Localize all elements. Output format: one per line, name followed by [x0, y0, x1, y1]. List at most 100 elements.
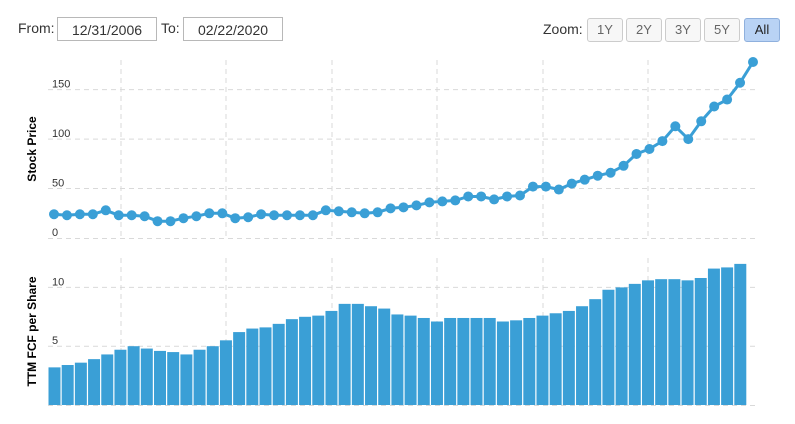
fcf-bar-47	[668, 279, 681, 405]
to-label: To:	[161, 20, 180, 36]
fcf-bar-9	[167, 352, 180, 405]
stock-price-point-38	[540, 181, 551, 192]
fcf-bar-45	[641, 280, 654, 405]
stock-price-point-28	[411, 200, 422, 211]
fcf-bar-39	[562, 310, 575, 405]
stock-price-point-9	[165, 216, 176, 227]
zoom-1y-button[interactable]: 1Y	[587, 18, 623, 42]
fcf-bar-6	[127, 346, 140, 405]
stock-price-point-18	[282, 210, 292, 221]
stock-price-point-33	[476, 191, 487, 202]
stock-price-point-27	[398, 202, 409, 213]
fcf-bar-7	[140, 348, 153, 405]
stock-price-point-31	[450, 195, 461, 206]
stock-price-point-46	[644, 144, 655, 154]
fcf-bar-50	[707, 268, 720, 405]
fcf-bar-8	[154, 350, 166, 405]
fcf-bar-20	[312, 315, 325, 405]
stock-price-point-8	[152, 216, 163, 227]
stock-price-point-24	[359, 208, 370, 219]
fcf-bar-5	[114, 349, 127, 405]
zoom-2y-button[interactable]: 2Y	[626, 18, 662, 42]
stock-price-point-36	[515, 190, 525, 201]
stock-price-point-54	[748, 56, 758, 67]
from-date-input[interactable]: 12/31/2006	[57, 17, 157, 41]
chart0-ytick-label: 100	[52, 128, 70, 140]
stock-price-point-43	[605, 167, 616, 178]
fcf-bar-33	[483, 317, 496, 405]
fcf-bar-14	[233, 332, 246, 405]
fcf-bar-27	[404, 315, 417, 405]
fcf-bar-23	[351, 303, 364, 405]
chart1-ytick-label: 5	[52, 335, 58, 347]
fcf-bar-2	[74, 362, 87, 405]
stock-price-point-40	[566, 178, 577, 189]
fcf-bar-12	[206, 346, 219, 405]
stock-price-point-2	[74, 209, 85, 220]
fcf-bar-48	[681, 280, 694, 405]
stock-price-point-1	[61, 210, 72, 221]
stock-price-point-6	[126, 210, 137, 221]
fcf-bar-42	[602, 289, 615, 405]
fcf-bar-16	[259, 327, 272, 405]
fcf-bar-31	[457, 317, 470, 405]
stock-price-point-14	[230, 213, 241, 224]
stock-price-point-42	[592, 170, 603, 181]
fcf-bar-19	[299, 316, 312, 405]
fcf-bar-15	[246, 328, 259, 405]
fcf-bar-35	[510, 320, 523, 405]
stock-price-point-53	[735, 77, 746, 88]
fcf-bar-36	[523, 317, 536, 405]
fcf-bar-51	[721, 267, 734, 405]
fcf-bar-18	[285, 319, 298, 405]
fcf-bar-52	[734, 263, 747, 405]
fcf-bar-49	[694, 277, 707, 405]
stock-price-point-23	[346, 207, 357, 218]
zoom-3y-button[interactable]: 3Y	[665, 18, 701, 42]
toolbar: From: 12/31/2006 To: 02/22/2020 Zoom: 1Y…	[0, 0, 795, 50]
fcf-bar-34	[496, 321, 509, 405]
stock-price-point-7	[139, 211, 150, 222]
stock-price-point-25	[372, 207, 383, 218]
stock-price-point-47	[657, 136, 668, 147]
fcf-bar-43	[615, 287, 628, 405]
fcf-bar-29	[430, 321, 443, 405]
chart0-ytick-label: 0	[52, 227, 58, 239]
fcf-bar-28	[417, 317, 430, 405]
fcf-bar-17	[272, 323, 285, 405]
stock-price-point-0	[49, 209, 59, 220]
stock-price-point-34	[489, 194, 500, 205]
stock-price-point-15	[243, 212, 254, 223]
fcf-bar-40	[576, 306, 589, 405]
to-date-input[interactable]: 02/22/2020	[183, 17, 283, 41]
chart0-y-axis-title: Stock Price	[25, 116, 39, 182]
fcf-bar-11	[193, 349, 206, 405]
fcf-bar-38	[549, 313, 562, 405]
stock-price-point-29	[424, 197, 435, 208]
stock-price-point-41	[579, 174, 590, 185]
fcf-bar-21	[325, 310, 338, 405]
chart1-y-axis-title: TTM FCF per Share	[25, 276, 39, 386]
stock-price-point-52	[722, 94, 733, 105]
stock-price-point-10	[178, 213, 189, 224]
fcf-bar-41	[589, 299, 602, 405]
fcf-bar-25	[378, 308, 391, 405]
fcf-bar-3	[88, 359, 101, 405]
stock-price-point-48	[670, 121, 681, 132]
zoom-all-button[interactable]: All	[744, 18, 780, 42]
fcf-bar-4	[101, 354, 114, 405]
stock-price-point-32	[463, 191, 474, 202]
fcf-bar-30	[444, 317, 457, 405]
fcf-bar-0	[48, 367, 61, 405]
zoom-label: Zoom:	[543, 21, 583, 37]
fcf-bar-44	[628, 283, 641, 405]
stock-price-point-50	[696, 116, 707, 127]
stock-price-point-37	[527, 181, 538, 192]
fcf-bar-1	[61, 365, 74, 405]
zoom-5y-button[interactable]: 5Y	[704, 18, 740, 42]
stock-price-point-19	[294, 210, 305, 221]
chart1-ytick-label: 10	[52, 276, 64, 288]
stock-price-point-11	[191, 211, 202, 222]
stock-price-point-44	[618, 160, 629, 171]
